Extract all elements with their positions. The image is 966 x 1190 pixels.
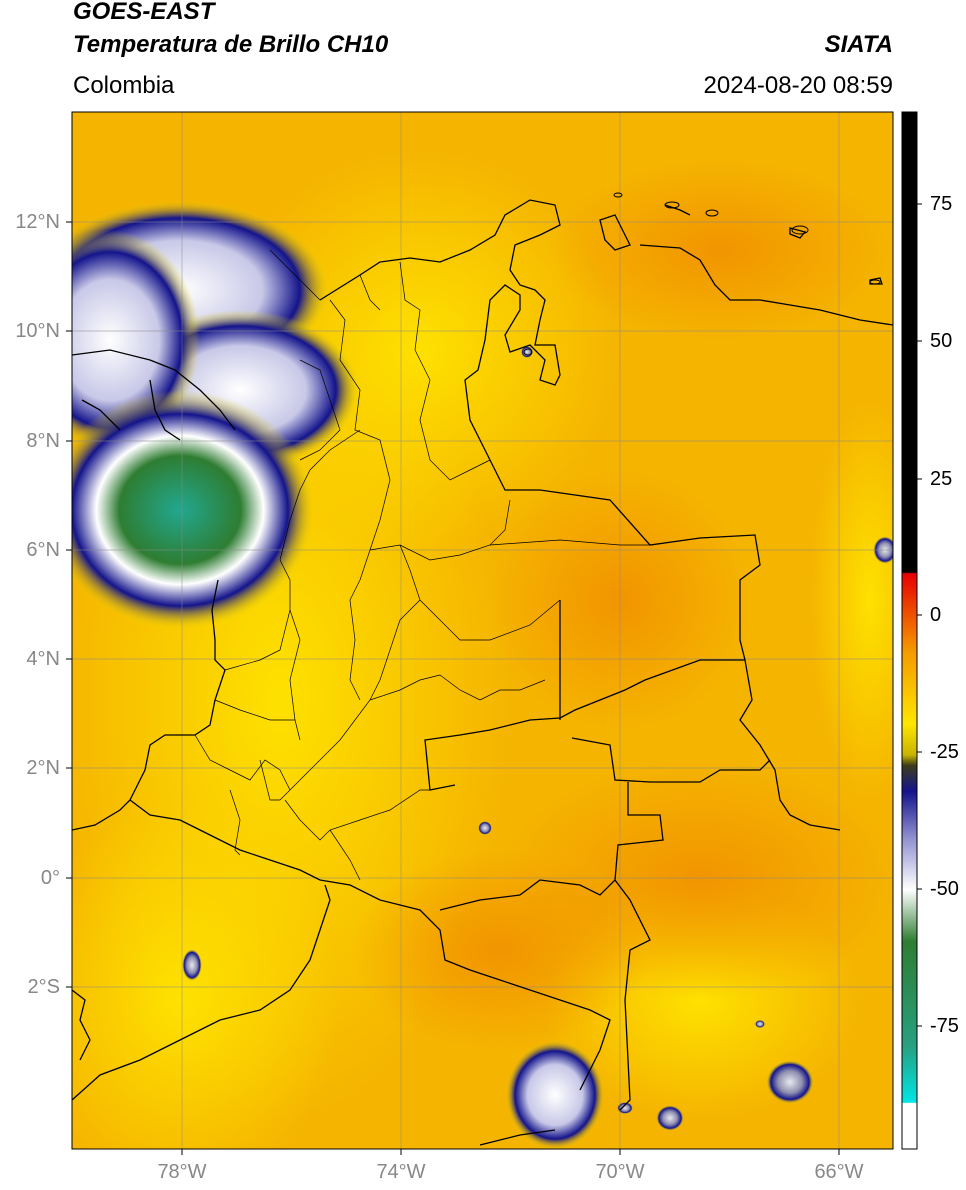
lon-label-66w: 66°W — [814, 1161, 864, 1183]
lat-label-12n: 12°N — [15, 211, 60, 233]
satellite-title: GOES-EAST — [73, 0, 215, 25]
map-frame — [71, 111, 894, 1150]
colorbar-label-25: 25 — [930, 468, 953, 490]
colorbar — [902, 112, 917, 1149]
lat-label-8n: 8°N — [26, 430, 60, 452]
colorbar-label-0: 0 — [930, 604, 942, 626]
colorbar-label-minus50: -50 — [930, 878, 959, 900]
datetime-label: 2024-08-20 08:59 — [703, 72, 894, 99]
coastline-features — [523, 192, 881, 356]
satellite-field — [72, 112, 893, 1149]
region-label: Colombia — [73, 72, 175, 99]
colorbar-label-50: 50 — [930, 330, 953, 352]
lat-label-6n: 6°N — [26, 539, 60, 561]
lon-label-74w: 74°W — [376, 1161, 426, 1183]
lon-label-78w: 78°W — [157, 1161, 207, 1183]
colorbar-frame — [901, 111, 918, 1150]
lat-label-2s: 2°S — [27, 976, 60, 998]
colorbar-ticks — [917, 203, 922, 1027]
lat-label-2n: 2°N — [26, 757, 60, 779]
lat-label-10n: 10°N — [15, 320, 60, 342]
product-title: Temperatura de Brillo CH10 — [73, 31, 389, 58]
graticule — [72, 112, 893, 1149]
country-borders — [72, 199, 893, 1146]
colorbar-label-75: 75 — [930, 193, 953, 215]
department-borders — [194, 249, 650, 881]
lon-label-70w: 70°W — [595, 1161, 645, 1183]
lat-label-4n: 4°N — [26, 648, 60, 670]
colorbar-label-minus75: -75 — [930, 1015, 959, 1037]
axis-ticks — [66, 221, 840, 1155]
colorbar-label-minus25: -25 — [930, 741, 959, 763]
lat-label-equator: 0° — [40, 867, 60, 889]
agency-label: SIATA — [824, 31, 893, 58]
